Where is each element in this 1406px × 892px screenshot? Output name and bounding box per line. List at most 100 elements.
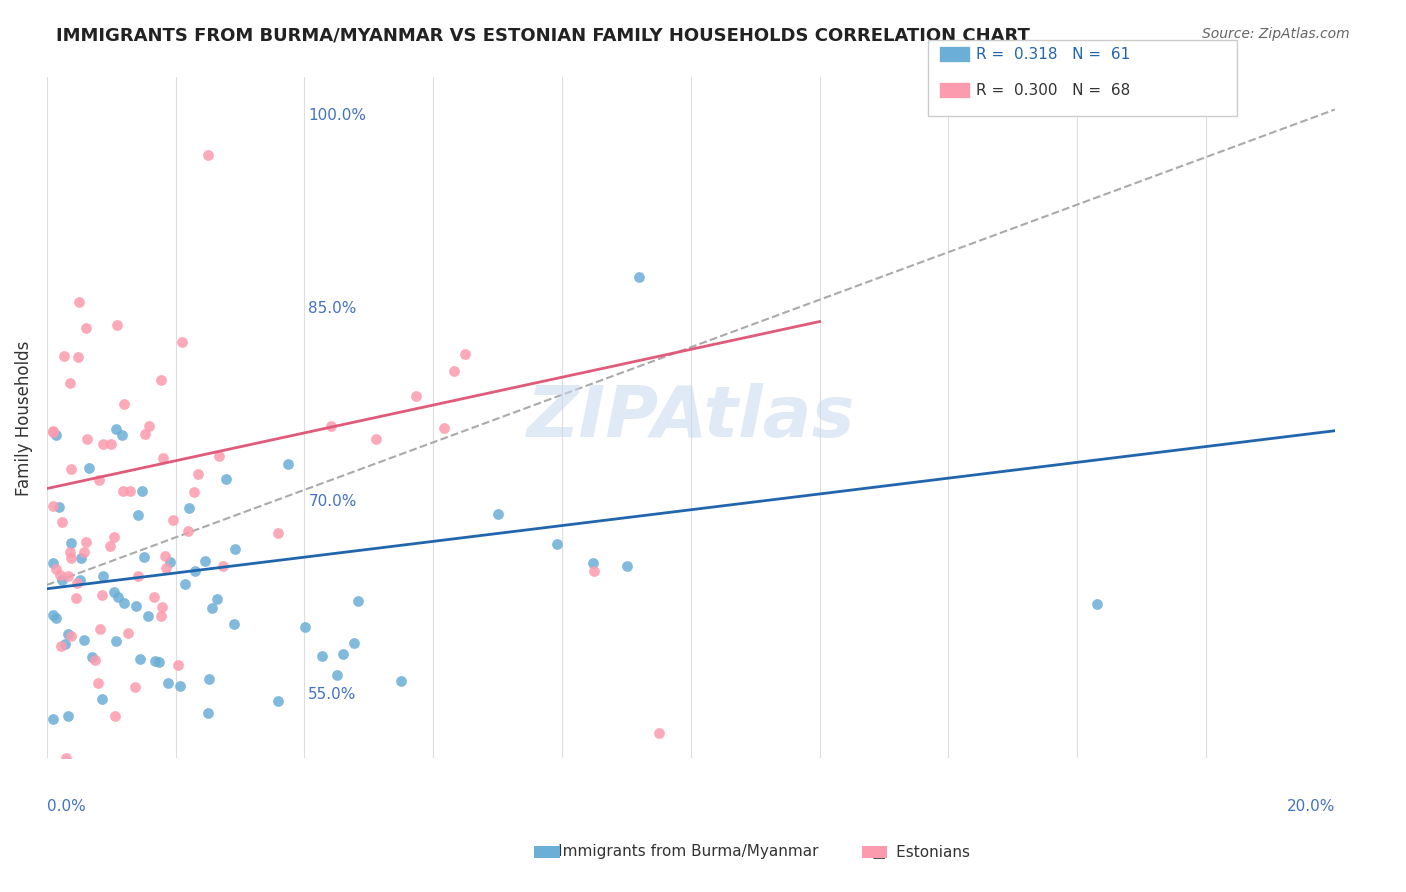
Point [179,500,201,515]
Point [91,569,114,583]
Point [174,577,197,591]
Point [1085,597,1108,611]
Point [311,649,333,664]
Point [118,484,141,499]
Point [91,588,114,602]
Point [389,674,412,689]
Point [49,567,72,582]
Point [93,436,115,450]
Point [104,708,127,723]
Text: 70.0%: 70.0% [308,494,357,509]
Point [105,634,128,648]
Point [42,499,65,513]
Point [138,609,160,624]
Point [267,526,290,541]
Point [51,515,73,529]
Point [132,550,155,565]
Point [143,655,166,669]
Point [90,691,112,706]
Point [186,467,208,482]
Point [443,364,465,378]
Point [153,549,176,563]
Point [49,639,72,653]
Point [149,373,172,387]
Point [89,623,111,637]
Point [60,629,83,643]
Point [325,668,347,682]
Point [103,529,125,543]
Point [127,569,149,583]
Text: R =  0.318   N =  61: R = 0.318 N = 61 [976,47,1130,62]
Point [105,422,128,436]
Point [194,553,217,567]
Point [169,679,191,693]
Point [124,680,146,694]
Point [77,461,100,475]
Point [58,709,80,723]
Point [150,599,173,614]
Point [65,576,87,591]
Point [131,483,153,498]
Point [80,649,103,664]
Point [277,457,299,471]
Point [155,561,177,575]
Point [70,551,93,566]
Point [134,427,156,442]
Point [405,389,427,403]
Text: 100.0%: 100.0% [308,109,367,123]
Point [343,636,366,650]
Point [60,535,83,549]
Point [42,424,65,438]
Point [112,397,135,411]
Point [332,647,354,661]
Text: 20.0%: 20.0% [1286,799,1334,814]
Point [76,432,98,446]
Text: 0.0%: 0.0% [46,799,86,814]
Point [143,590,166,604]
Point [42,712,65,726]
Point [42,425,65,439]
Point [105,318,128,333]
Point [183,565,205,579]
Point [177,524,200,538]
Point [124,599,146,613]
Point [162,513,184,527]
Point [207,449,229,463]
Point [364,432,387,446]
Point [83,653,105,667]
Point [197,147,219,161]
Text: R =  0.300   N =  68: R = 0.300 N = 68 [976,83,1130,97]
Point [75,535,97,549]
Point [207,592,229,607]
Point [86,675,108,690]
Point [222,616,245,631]
Point [112,483,135,498]
Point [48,500,70,515]
Point [224,542,246,557]
Text: 85.0%: 85.0% [308,301,357,316]
Y-axis label: Family Households: Family Households [15,340,32,496]
Point [51,574,73,588]
Point [215,472,238,486]
Point [149,609,172,624]
Point [156,676,179,690]
Point [197,672,219,686]
Point [89,473,111,487]
Point [67,295,90,310]
Text: 55.0%: 55.0% [308,687,357,702]
Point [616,559,638,574]
Point [69,573,91,587]
Point [148,655,170,669]
Point [546,537,568,551]
Point [433,420,456,434]
Point [166,658,188,673]
Point [53,637,76,651]
Point [183,485,205,500]
Point [647,725,669,739]
Point [267,694,290,708]
Point [55,751,77,765]
Text: Source: ZipAtlas.com: Source: ZipAtlas.com [1202,27,1350,41]
Point [486,508,509,522]
Point [58,626,80,640]
Point [138,419,160,434]
